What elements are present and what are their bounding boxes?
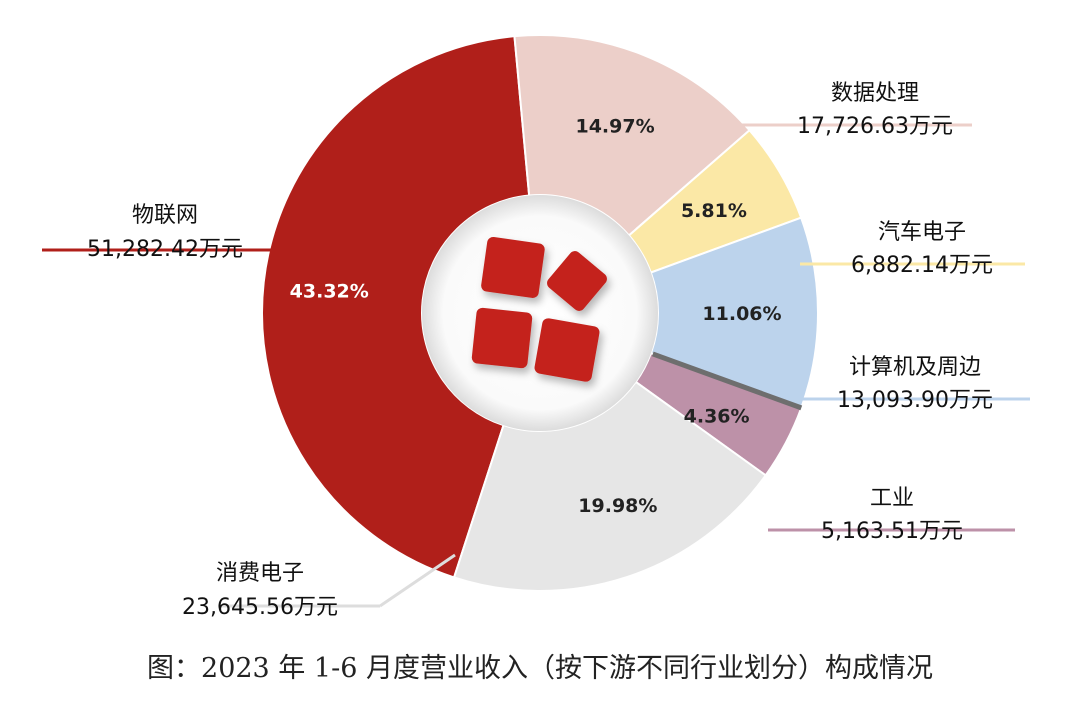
category-value: 51,282.42万元: [87, 237, 243, 262]
category-value: 17,726.63万元: [797, 114, 953, 139]
category-value: 13,093.90万元: [837, 388, 993, 413]
category-name: 数据处理: [831, 81, 919, 106]
slices-layer: [261, 34, 819, 592]
category-name: 物联网: [132, 203, 198, 228]
percent-label: 11.06%: [702, 303, 781, 325]
red-tiles-logo-icon: [471, 237, 607, 382]
percent-label: 43.32%: [290, 281, 369, 303]
category-name: 计算机及周边: [849, 355, 981, 380]
percent-labels: 43.32% 14.97% 5.81% 11.06% 4.36% 19.98%: [290, 115, 782, 517]
category-value: 23,645.56万元: [182, 595, 338, 620]
category-name: 汽车电子: [878, 220, 966, 245]
leader-lines: [42, 123, 1030, 608]
category-name: 工业: [870, 486, 914, 511]
percent-label: 5.81%: [681, 200, 747, 222]
slice-edge: [651, 351, 803, 411]
donut-hole: [422, 195, 658, 431]
category-value: 6,882.14万元: [851, 253, 993, 278]
figure-caption: 图：2023 年 1-6 月度营业收入（按下游不同行业划分）构成情况: [147, 653, 933, 684]
category-name: 消费电子: [216, 561, 304, 586]
percent-label: 14.97%: [575, 115, 654, 137]
category-value: 5,163.51万元: [821, 519, 963, 544]
percent-label: 19.98%: [578, 495, 657, 517]
percent-label: 4.36%: [684, 405, 750, 427]
leader-line: [379, 553, 456, 608]
